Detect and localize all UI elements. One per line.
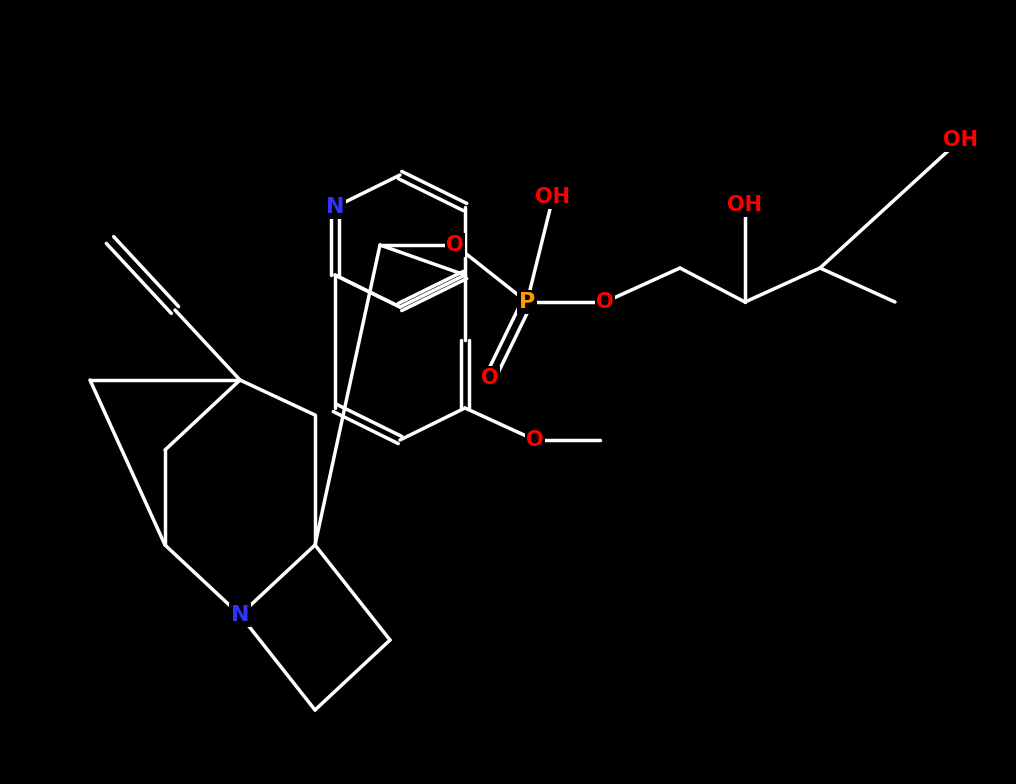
Text: N: N bbox=[231, 605, 249, 625]
Text: OH: OH bbox=[943, 130, 977, 150]
Text: N: N bbox=[326, 197, 344, 217]
Text: OH: OH bbox=[535, 187, 571, 207]
Text: O: O bbox=[446, 235, 464, 255]
Text: O: O bbox=[596, 292, 614, 312]
Text: P: P bbox=[519, 292, 535, 312]
Text: O: O bbox=[526, 430, 544, 450]
Text: OH: OH bbox=[727, 195, 762, 215]
Text: O: O bbox=[482, 368, 499, 388]
